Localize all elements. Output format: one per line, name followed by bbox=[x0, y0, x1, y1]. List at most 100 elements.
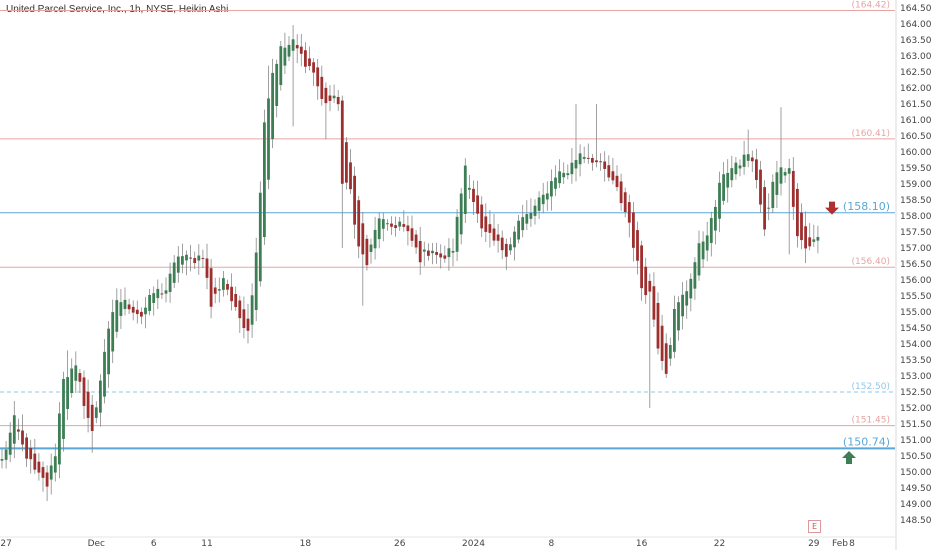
candle-body bbox=[205, 258, 209, 278]
candle-body bbox=[775, 172, 779, 195]
candle-body bbox=[472, 188, 475, 202]
x-tick-label: 22 bbox=[714, 539, 725, 549]
candle-body bbox=[623, 192, 627, 212]
candle-body bbox=[447, 248, 451, 258]
candle-body bbox=[369, 244, 373, 252]
candle-body bbox=[176, 256, 180, 273]
y-tick-label: 162.50 bbox=[900, 68, 932, 78]
candle-body bbox=[258, 192, 262, 282]
candle-body bbox=[476, 195, 479, 214]
candle-body bbox=[25, 437, 28, 459]
candle-body bbox=[74, 365, 78, 381]
candle-body bbox=[492, 228, 496, 241]
candle-body bbox=[238, 300, 242, 319]
candle-body bbox=[33, 453, 37, 470]
candle-body bbox=[299, 46, 303, 54]
candle-body bbox=[119, 302, 123, 316]
y-tick-label: 153.00 bbox=[900, 372, 932, 382]
candle-body bbox=[398, 221, 402, 227]
candle-body bbox=[62, 378, 65, 439]
candle-body bbox=[123, 299, 127, 310]
candle-body bbox=[349, 162, 352, 190]
candle-body bbox=[767, 207, 771, 209]
candle-body bbox=[217, 289, 221, 291]
candle-body bbox=[131, 306, 135, 313]
candle-body bbox=[94, 407, 98, 418]
candle-body bbox=[779, 167, 783, 184]
candle-body bbox=[656, 302, 660, 349]
candle-body bbox=[345, 142, 348, 183]
candle-body bbox=[107, 328, 110, 375]
candle-body bbox=[627, 202, 631, 223]
candle-body bbox=[738, 165, 742, 169]
candle-body bbox=[148, 294, 151, 311]
candle-body bbox=[111, 312, 115, 352]
candle-body bbox=[377, 218, 381, 240]
candle-body bbox=[755, 159, 758, 180]
candles-layer bbox=[0, 25, 820, 502]
candle-body bbox=[336, 96, 340, 105]
candle-body bbox=[562, 172, 566, 178]
candle-body bbox=[21, 430, 24, 445]
candle-body bbox=[144, 307, 147, 315]
x-tick-label: Feb bbox=[832, 539, 848, 549]
candle-body bbox=[189, 257, 192, 259]
candle-body bbox=[759, 169, 762, 205]
candle-body bbox=[796, 188, 799, 237]
candle-body bbox=[468, 187, 471, 190]
candle-body bbox=[677, 302, 680, 331]
candle-body bbox=[197, 255, 201, 261]
candle-body bbox=[8, 432, 12, 455]
candle-body bbox=[615, 175, 619, 188]
earnings-marker-icon[interactable]: E bbox=[808, 520, 821, 533]
candle-body bbox=[99, 380, 102, 413]
candle-body bbox=[45, 472, 49, 487]
y-tick-label: 162.00 bbox=[900, 84, 932, 94]
candle-body bbox=[800, 212, 803, 241]
candle-body bbox=[545, 193, 549, 200]
level-label: (151.45) bbox=[851, 416, 890, 426]
candle-body bbox=[287, 44, 291, 57]
candle-body bbox=[693, 262, 697, 289]
candle-body bbox=[78, 373, 82, 382]
candle-body bbox=[193, 258, 197, 264]
candle-body bbox=[168, 273, 172, 292]
candle-body bbox=[58, 413, 61, 465]
y-tick-label: 161.00 bbox=[900, 116, 932, 126]
y-tick-label: 155.50 bbox=[900, 292, 932, 302]
candle-body bbox=[156, 288, 160, 299]
candle-body bbox=[742, 154, 746, 167]
level-label: (150.74) bbox=[843, 435, 890, 448]
y-tick-label: 150.00 bbox=[900, 468, 932, 478]
candle-body bbox=[746, 154, 750, 161]
candle-body bbox=[619, 181, 623, 204]
candle-body bbox=[152, 293, 156, 303]
candle-body bbox=[279, 46, 283, 85]
candle-body bbox=[181, 256, 184, 265]
y-tick-label: 160.00 bbox=[900, 148, 932, 158]
x-tick-label: 6 bbox=[151, 539, 157, 549]
y-tick-label: 148.50 bbox=[900, 516, 932, 526]
candle-body bbox=[365, 238, 369, 266]
candle-body bbox=[451, 250, 455, 253]
level-label: (152.50) bbox=[851, 382, 890, 392]
candle-body bbox=[701, 241, 705, 260]
candle-body bbox=[29, 448, 33, 460]
level-label: (156.40) bbox=[851, 257, 890, 267]
candle-body bbox=[373, 229, 377, 249]
candle-body bbox=[439, 253, 443, 258]
candle-body bbox=[53, 456, 57, 473]
x-tick-label: Dec bbox=[88, 539, 105, 549]
x-tick-label: 8 bbox=[549, 539, 555, 549]
candle-body bbox=[463, 165, 467, 214]
candle-body bbox=[263, 122, 266, 238]
candle-body bbox=[422, 249, 426, 252]
candle-body bbox=[283, 47, 287, 66]
candle-body bbox=[607, 165, 611, 178]
y-tick-label: 163.50 bbox=[900, 36, 932, 46]
candle-body bbox=[480, 204, 484, 229]
x-tick-label: 16 bbox=[636, 539, 648, 549]
candle-body bbox=[718, 182, 721, 219]
